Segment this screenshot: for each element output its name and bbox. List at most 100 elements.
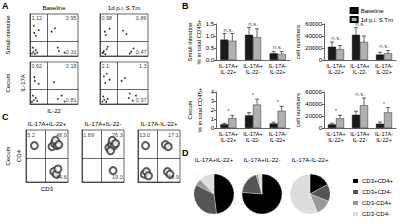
svg-text:4: 4: [211, 89, 215, 95]
svg-text:1.69: 1.69: [83, 132, 94, 138]
svg-text:60000: 60000: [305, 89, 322, 95]
svg-text:0.31: 0.31: [66, 49, 77, 55]
svg-text:cell numbers: cell numbers: [295, 93, 301, 127]
svg-text:B: B: [182, 1, 189, 11]
svg-text:Small intestine: Small intestine: [187, 22, 193, 62]
svg-text:*: *: [252, 92, 255, 98]
svg-text:13.0: 13.0: [139, 132, 150, 138]
svg-text:Cecum: Cecum: [5, 146, 11, 165]
svg-text:0.95: 0.95: [66, 15, 77, 21]
svg-text:*: *: [383, 101, 386, 107]
svg-text:0.98: 0.98: [101, 15, 112, 21]
svg-text:CD3+CD4+: CD3+CD4+: [362, 178, 394, 184]
svg-text:*: *: [335, 108, 338, 114]
svg-text:IL-22-: IL-22-: [246, 137, 261, 143]
svg-text:IL-22+: IL-22+: [328, 69, 344, 75]
svg-text:60000: 60000: [305, 21, 322, 27]
svg-text:IL-22+: IL-22+: [376, 137, 392, 143]
svg-text:% in total CD45+: % in total CD45+: [197, 87, 203, 133]
svg-text:A: A: [2, 1, 9, 11]
svg-text:IL-17A-IL-22+: IL-17A-IL-22+: [141, 121, 178, 127]
svg-text:% in total CD45+: % in total CD45+: [196, 19, 202, 65]
svg-text:IL-22+: IL-22+: [270, 69, 286, 75]
svg-text:IL-17A+: IL-17A+: [243, 63, 263, 69]
svg-text:*: *: [276, 99, 279, 105]
svg-text:CD3+CD4-: CD3+CD4-: [362, 189, 392, 195]
svg-text:1.3: 1.3: [139, 63, 147, 69]
svg-text:1d p.i. S.Tm: 1d p.i. S.Tm: [108, 5, 140, 11]
svg-text:IL-17A+: IL-17A+: [326, 63, 346, 69]
svg-text:40000: 40000: [305, 33, 322, 39]
svg-text:IL-22-: IL-22-: [246, 69, 261, 75]
svg-text:1d p.i. S.Tm: 1d p.i. S.Tm: [361, 17, 393, 23]
svg-text:5.2: 5.2: [27, 132, 35, 138]
svg-text:cell numbers: cell numbers: [295, 25, 301, 59]
svg-text:48.0: 48.0: [56, 132, 67, 138]
svg-text:0.81: 0.81: [66, 97, 77, 103]
svg-text:IL-17A+: IL-17A+: [218, 131, 238, 137]
svg-text:2: 2: [211, 107, 215, 113]
svg-text:Small intestine: Small intestine: [5, 15, 11, 55]
svg-text:CD3: CD3: [41, 186, 54, 192]
svg-text:34.6: 34.6: [56, 174, 67, 180]
svg-text:17.1: 17.1: [168, 132, 179, 138]
svg-text:IL-22+: IL-22+: [220, 137, 236, 143]
svg-text:IL-22: IL-22: [47, 108, 61, 114]
svg-text:IL-17A+IL-22-: IL-17A+IL-22-: [244, 157, 281, 163]
svg-text:Cecum: Cecum: [5, 73, 11, 92]
svg-text:n.s.: n.s.: [223, 27, 233, 33]
svg-text:1.0: 1.0: [206, 33, 215, 39]
svg-text:IL-17A-IL-22+: IL-17A-IL-22+: [292, 157, 329, 163]
svg-text:IL-22+: IL-22+: [376, 69, 392, 75]
svg-text:IL-17A+: IL-17A+: [350, 63, 370, 69]
svg-text:IL-17A-: IL-17A-: [268, 63, 287, 69]
svg-text:0.62: 0.62: [31, 63, 42, 69]
svg-text:20000: 20000: [305, 113, 322, 119]
svg-text:0: 0: [319, 125, 323, 131]
svg-text:IL-22+: IL-22+: [328, 137, 344, 143]
svg-text:Baseline: Baseline: [361, 8, 385, 14]
svg-text:20000: 20000: [305, 45, 322, 51]
svg-text:1: 1: [211, 116, 215, 122]
svg-text:0.0: 0.0: [206, 57, 215, 63]
svg-text:IL-17A-: IL-17A-: [375, 63, 393, 69]
svg-text:D: D: [182, 148, 189, 158]
svg-text:IL-17A: IL-17A: [20, 74, 26, 92]
svg-text:0.18: 0.18: [66, 63, 77, 69]
svg-text:0.47: 0.47: [136, 49, 147, 55]
svg-text:Cecum: Cecum: [187, 100, 193, 119]
svg-text:IL-17A+: IL-17A+: [218, 63, 238, 69]
svg-text:76.3: 76.3: [112, 132, 123, 138]
svg-text:CD4: CD4: [16, 149, 22, 162]
svg-text:n.s.: n.s.: [331, 35, 341, 41]
svg-text:40000: 40000: [305, 101, 322, 107]
svg-text:n.s.: n.s.: [355, 20, 365, 27]
svg-text:0.5: 0.5: [206, 45, 215, 51]
svg-text:1.5: 1.5: [206, 21, 215, 27]
svg-text:IL-17A+IL-22-: IL-17A+IL-22-: [85, 121, 122, 127]
svg-text:13.9: 13.9: [168, 174, 179, 180]
svg-text:CD3-CD4-: CD3-CD4-: [362, 211, 390, 217]
svg-text:IL-22-: IL-22-: [353, 137, 368, 143]
svg-text:IL-22+: IL-22+: [270, 137, 286, 143]
svg-text:0: 0: [319, 57, 323, 63]
svg-text:0: 0: [211, 125, 215, 131]
svg-text:0.97: 0.97: [136, 97, 147, 103]
svg-text:n.s.: n.s.: [273, 44, 283, 50]
svg-text:IL-22-: IL-22-: [353, 69, 368, 75]
svg-text:2.1: 2.1: [101, 63, 109, 69]
svg-text:C: C: [2, 112, 9, 122]
svg-text:1.12: 1.12: [31, 15, 42, 21]
svg-text:n.s.: n.s.: [355, 91, 365, 97]
svg-text:Baseline: Baseline: [42, 5, 66, 11]
svg-text:n.s.: n.s.: [248, 21, 258, 27]
svg-text:IL-22+: IL-22+: [220, 69, 236, 75]
svg-text:CD3-CD4+: CD3-CD4+: [362, 200, 392, 206]
svg-text:*: *: [227, 108, 230, 114]
svg-text:0.86: 0.86: [136, 15, 147, 21]
svg-text:19.0: 19.0: [112, 174, 123, 180]
svg-text:n.s.: n.s.: [379, 43, 389, 49]
svg-text:3: 3: [211, 98, 215, 104]
svg-text:IL-17A+IL-22+: IL-17A+IL-22+: [195, 157, 234, 163]
svg-text:IL-17A+IL-22+: IL-17A+IL-22+: [28, 121, 67, 127]
